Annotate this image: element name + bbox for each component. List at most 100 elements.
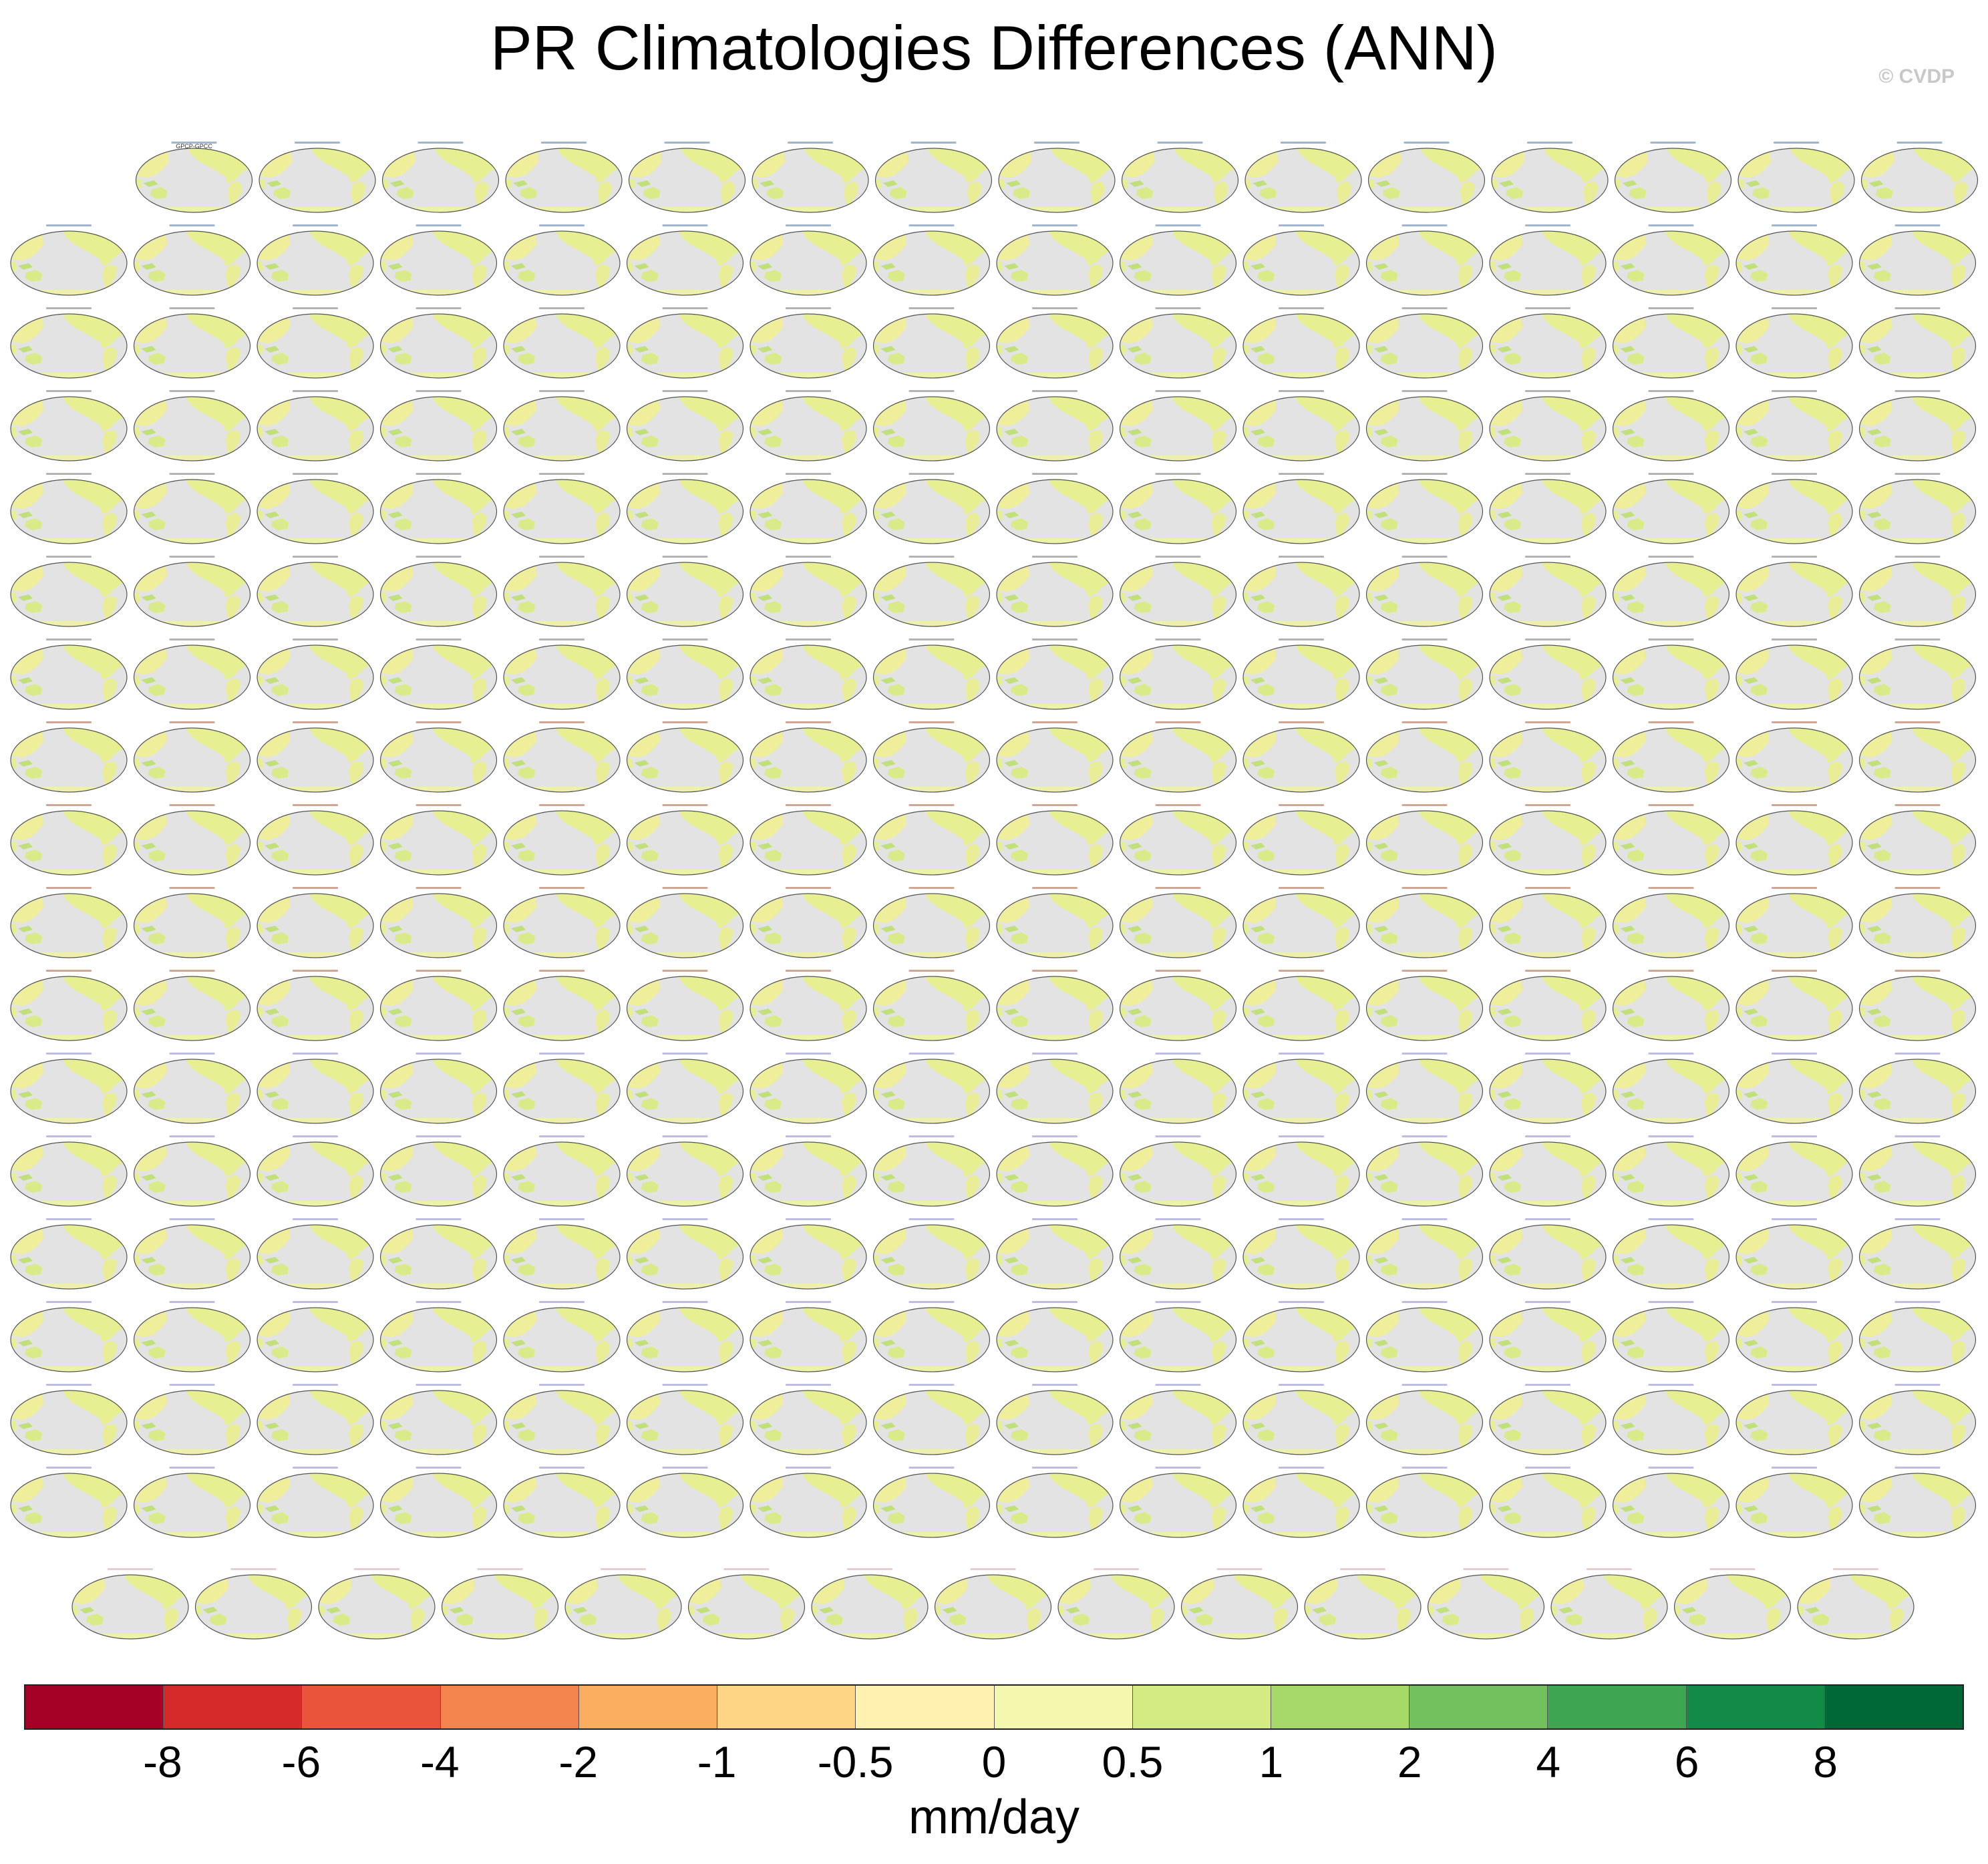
map-panel: [504, 314, 620, 378]
panel-label: [46, 1301, 92, 1303]
panel-label: [1032, 1218, 1078, 1220]
map-panel: [1243, 645, 1359, 709]
map-panel: [1182, 1575, 1298, 1639]
panel-label: [1772, 1384, 1817, 1386]
map-panel: [1613, 480, 1729, 544]
map-panel: [1120, 397, 1236, 461]
panel-label: [46, 1135, 92, 1137]
map-panel: [504, 1142, 620, 1206]
map-panel: [997, 1390, 1113, 1455]
map-panel: [1490, 1308, 1606, 1372]
map-panel: [1613, 1473, 1729, 1537]
panel-label: [416, 638, 462, 640]
map-panel: [1613, 1225, 1729, 1289]
panel-label: [293, 1053, 338, 1055]
map-panel: [1860, 1225, 1976, 1289]
map-panel: [504, 894, 620, 958]
panel-label: [786, 970, 831, 972]
map-panel: [1736, 1308, 1852, 1372]
map-panel: [72, 1575, 188, 1639]
panel-label: [1401, 887, 1448, 889]
panel-label: [1401, 970, 1448, 972]
cvdp-credit: © CVDP: [1878, 65, 1955, 87]
panel-label: [1279, 473, 1324, 475]
map-panel: [750, 976, 866, 1041]
panel-label: [169, 638, 215, 640]
panel-label: [723, 1568, 770, 1570]
map-panel: [1122, 148, 1238, 212]
map-panel: [1613, 811, 1729, 875]
panel-label: [1155, 804, 1201, 806]
map-panel: [1736, 1142, 1852, 1206]
panel-label: [786, 1467, 831, 1469]
map-panel: [504, 397, 620, 461]
map-panel: [1490, 728, 1606, 792]
map-panel: [1120, 480, 1236, 544]
panel-label: [662, 556, 708, 558]
map-panel: [1860, 1473, 1976, 1537]
map-panel: [750, 1390, 866, 1455]
panel-label: [539, 224, 585, 226]
panel-label: [1525, 390, 1570, 392]
map-panel: [11, 1225, 127, 1289]
panel-label: [416, 390, 462, 392]
panel-label: [46, 1384, 92, 1386]
map-panel: [997, 562, 1113, 626]
map-panel: [1367, 645, 1483, 709]
map-panel: [1490, 645, 1606, 709]
map-panel: [1367, 811, 1483, 875]
panel-label: [418, 142, 464, 144]
colorbar-tick-label: -2: [558, 1737, 599, 1787]
map-panel: [196, 1575, 312, 1639]
map-panel: [1120, 976, 1236, 1041]
panel-label: [908, 224, 955, 226]
map-panel: [11, 480, 127, 544]
panel-label: [539, 970, 585, 972]
panel-label: [1772, 473, 1817, 475]
map-panel: [1120, 1225, 1236, 1289]
panel-label: [46, 1467, 92, 1469]
map-panel: [750, 811, 866, 875]
panel-label: [1032, 224, 1078, 226]
panel-label: [1279, 390, 1324, 392]
map-panel: [504, 811, 620, 875]
panel-label: [1894, 556, 1941, 558]
panel-label: [539, 1218, 585, 1220]
map-panel: [506, 148, 622, 212]
panel-label: [1525, 887, 1570, 889]
map-panel: [627, 894, 743, 958]
panel-label: [662, 390, 708, 392]
map-panel: [997, 976, 1113, 1041]
colorbar: [24, 1684, 1964, 1730]
panel-label: [539, 1135, 585, 1137]
map-panel: [1490, 1390, 1606, 1455]
panel-label: [169, 390, 215, 392]
map-panel: [1243, 1308, 1359, 1372]
map-panel: [1367, 894, 1483, 958]
map-panel: [1798, 1575, 1914, 1639]
panel-label: [662, 1467, 708, 1469]
panel-label: [1094, 1568, 1139, 1570]
panel-label: [169, 1301, 215, 1303]
panel-label: [293, 224, 338, 226]
colorbar-tick-label: 8: [1813, 1737, 1838, 1787]
panel-label: [539, 887, 585, 889]
map-panel: [935, 1575, 1051, 1639]
map-panel: [997, 1473, 1113, 1537]
map-panel: [627, 480, 743, 544]
panel-label: [662, 307, 708, 309]
panel-label: [1463, 1568, 1509, 1570]
panel-label: [662, 1301, 708, 1303]
map-panel: [1120, 1390, 1236, 1455]
panel-label: [169, 556, 215, 558]
colorbar-units: mm/day: [908, 1791, 1080, 1844]
map-panel: [1367, 1473, 1483, 1537]
panel-label: [1279, 804, 1324, 806]
map-panel: [442, 1575, 558, 1639]
map-panel: [381, 1308, 497, 1372]
map-panel: [1490, 1473, 1606, 1537]
colorbar-segment: [994, 1686, 1133, 1728]
panel-label: [169, 1384, 215, 1386]
colorbar-segment: [1271, 1686, 1410, 1728]
panel-label: [1525, 307, 1570, 309]
